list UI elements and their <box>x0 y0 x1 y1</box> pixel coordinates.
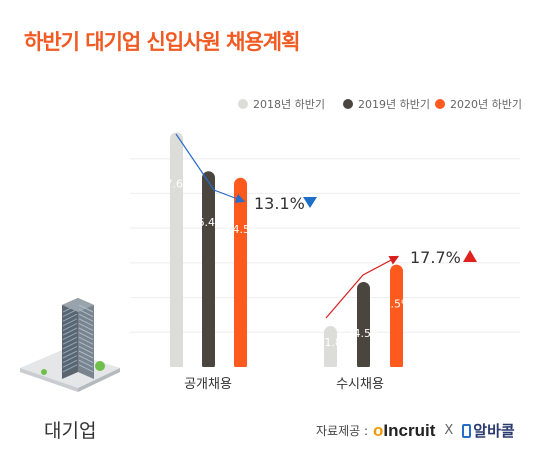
bar <box>357 281 370 371</box>
phone-icon <box>462 423 472 438</box>
building-window <box>78 318 94 327</box>
building-face <box>78 298 94 379</box>
baseline-mask <box>130 367 430 375</box>
building-window <box>62 318 78 327</box>
down-triangle-icon <box>303 197 317 208</box>
building-window <box>78 336 94 345</box>
building-window <box>78 313 94 322</box>
building-window <box>78 304 94 313</box>
building-window <box>62 336 78 345</box>
legend-marker <box>435 99 445 109</box>
building-window <box>78 359 94 368</box>
category-label: 공개채용 <box>184 377 232 392</box>
building-window <box>62 341 78 350</box>
building-window <box>62 313 78 322</box>
bar-value-label: 24.5% <box>347 327 382 340</box>
source-separator: X <box>444 423 454 438</box>
albacall-logo: 알바콜 <box>462 420 515 441</box>
source-credit: 자료제공 : oIncruit X 알바콜 <box>316 420 515 441</box>
company-label: 대기업 <box>44 420 97 442</box>
building-window <box>78 309 94 318</box>
building-window <box>78 341 94 350</box>
building-window <box>62 327 78 336</box>
legend-marker <box>238 99 248 109</box>
bar <box>170 132 183 371</box>
legend-label: 2018년 하반기 <box>253 97 325 111</box>
building-window <box>62 309 78 318</box>
incruit-logo: oIncruit <box>373 421 435 441</box>
building-window <box>62 322 78 331</box>
building-ground-side <box>20 368 78 392</box>
incruit-logo-mark: o <box>373 420 384 440</box>
building-window <box>62 355 78 364</box>
bar <box>202 171 215 371</box>
source-prefix: 자료제공 : <box>316 424 369 438</box>
change-annotation: 13.1% <box>254 194 305 213</box>
building-window <box>78 364 94 373</box>
change-annotation: 17.7% <box>410 248 461 267</box>
tree-icon <box>41 369 47 375</box>
category-label: 수시채용 <box>336 377 384 392</box>
building-face <box>62 298 78 379</box>
building-window <box>78 345 94 354</box>
building-window <box>62 304 78 313</box>
building-window <box>62 364 78 373</box>
legend-label: 2020년 하반기 <box>450 97 522 111</box>
tree-icon <box>95 361 105 371</box>
albacall-logo-text: 알바콜 <box>473 422 515 440</box>
bar-value-label: 11.8% <box>318 336 353 349</box>
building-window <box>62 359 78 368</box>
building-window <box>78 355 94 364</box>
legend-label: 2019년 하반기 <box>358 97 430 111</box>
building-window <box>78 322 94 331</box>
bar-value-label: 54.5% <box>226 223 261 236</box>
legend-marker <box>343 99 353 109</box>
building-window <box>62 350 78 359</box>
building-window <box>78 350 94 359</box>
chart-title: 하반기 대기업 신입사원 채용계획 <box>24 30 300 54</box>
up-triangle-icon <box>463 250 477 262</box>
bar-value-label: 67.6% <box>159 177 194 190</box>
incruit-logo-text: Incruit <box>383 420 436 440</box>
trend-arrow-down <box>175 133 246 203</box>
building-ground-side <box>78 368 120 392</box>
trend-arrow-up <box>325 255 400 319</box>
bar <box>234 177 247 371</box>
building-window <box>62 345 78 354</box>
building-window <box>62 332 78 341</box>
bar <box>390 264 403 371</box>
building-window <box>78 332 94 341</box>
building-window <box>78 327 94 336</box>
bar-value-label: 29.5% <box>377 298 412 311</box>
bar <box>324 326 337 371</box>
bar-value-label: 56.4% <box>191 216 226 229</box>
